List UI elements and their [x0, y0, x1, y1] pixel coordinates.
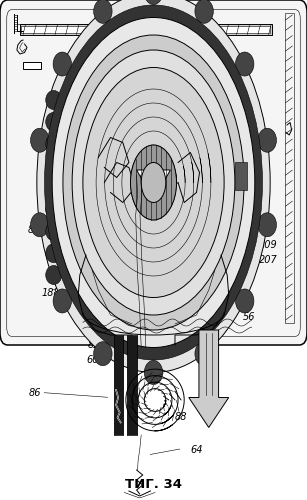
Bar [285, 12, 294, 322]
Text: 60: 60 [86, 355, 99, 365]
Text: 56: 56 [243, 312, 255, 322]
Ellipse shape [53, 289, 72, 313]
Ellipse shape [144, 360, 163, 384]
Ellipse shape [94, 342, 112, 365]
Ellipse shape [46, 112, 62, 132]
Text: 188: 188 [215, 290, 234, 300]
Bar [20, 24, 272, 35]
Circle shape [45, 5, 262, 360]
Bar [23, 62, 41, 69]
Bar [235, 162, 247, 190]
Ellipse shape [46, 90, 62, 110]
Bar [21, 26, 270, 32]
Text: 79: 79 [226, 300, 238, 310]
Ellipse shape [195, 0, 213, 24]
Bar [127, 335, 137, 435]
Ellipse shape [94, 0, 112, 24]
Circle shape [52, 18, 255, 347]
Text: 74: 74 [160, 80, 172, 90]
Polygon shape [189, 330, 229, 428]
Text: 209: 209 [259, 240, 278, 250]
Circle shape [130, 145, 177, 220]
FancyBboxPatch shape [0, 0, 307, 345]
Circle shape [63, 35, 244, 330]
Bar [143, 28, 155, 38]
Text: 80: 80 [259, 145, 272, 155]
Ellipse shape [258, 213, 276, 237]
Bar [114, 335, 123, 435]
Ellipse shape [53, 52, 72, 76]
Ellipse shape [46, 156, 62, 175]
Ellipse shape [235, 52, 254, 76]
Ellipse shape [31, 128, 49, 152]
Ellipse shape [46, 178, 62, 197]
Text: ΤИГ. 34: ΤИГ. 34 [125, 478, 182, 492]
Text: 64: 64 [190, 445, 203, 455]
Circle shape [83, 68, 224, 298]
Circle shape [37, 0, 270, 372]
Text: 86: 86 [29, 388, 42, 398]
Text: 188: 188 [41, 288, 60, 298]
Text: 74: 74 [54, 148, 66, 158]
Circle shape [72, 50, 235, 315]
Ellipse shape [31, 213, 49, 237]
Circle shape [141, 162, 166, 202]
Text: 88: 88 [175, 412, 188, 422]
Ellipse shape [144, 0, 163, 4]
Ellipse shape [46, 134, 62, 153]
Ellipse shape [46, 244, 62, 262]
Ellipse shape [46, 266, 62, 284]
Ellipse shape [195, 342, 213, 365]
Ellipse shape [46, 200, 62, 219]
Ellipse shape [46, 222, 62, 241]
Ellipse shape [258, 128, 276, 152]
Polygon shape [137, 170, 170, 200]
Ellipse shape [235, 289, 254, 313]
Text: 82: 82 [87, 340, 100, 350]
Text: 207: 207 [259, 255, 278, 265]
Text: 84: 84 [28, 225, 40, 235]
